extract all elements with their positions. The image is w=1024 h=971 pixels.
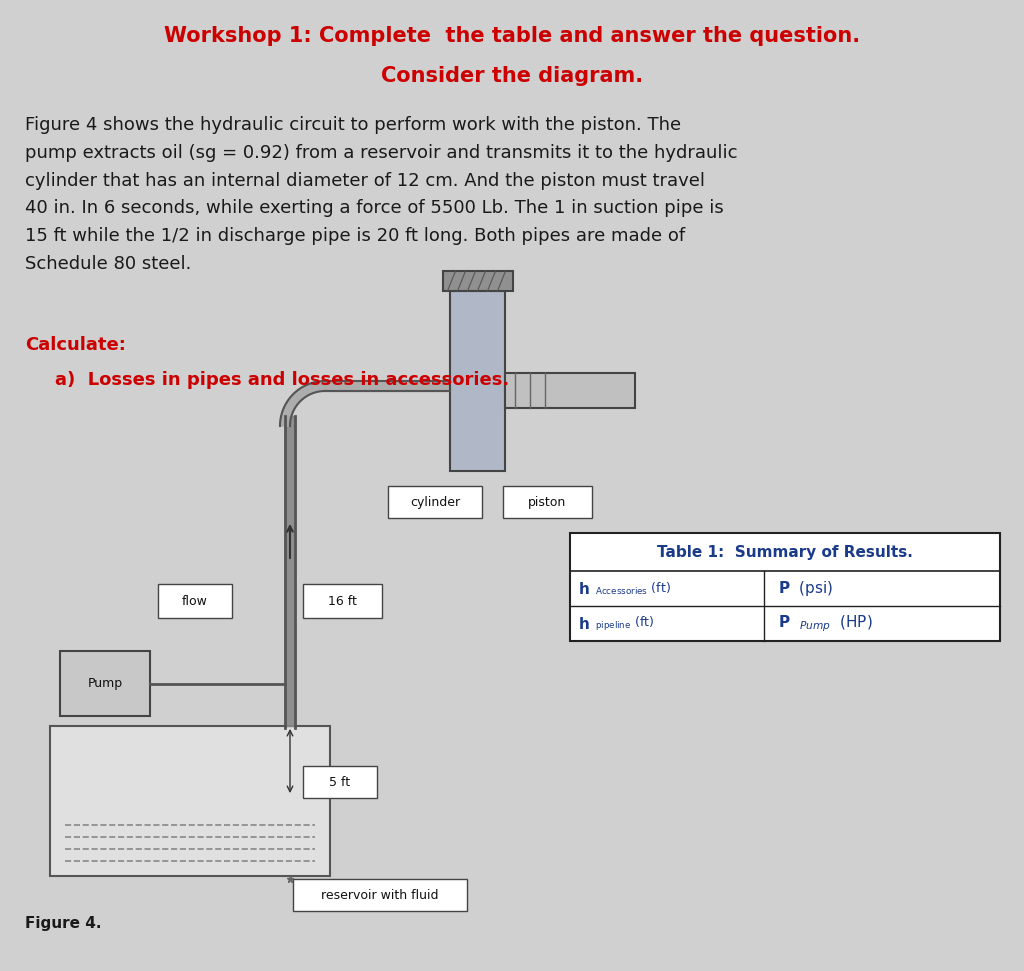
Text: Pump: Pump xyxy=(87,677,123,690)
Text: cylinder: cylinder xyxy=(410,495,460,509)
Text: a)  Losses in pipes and losses in accessories.: a) Losses in pipes and losses in accesso… xyxy=(55,371,509,389)
Text: $_{\rm Accessories}$ (ft): $_{\rm Accessories}$ (ft) xyxy=(595,581,671,596)
Bar xyxy=(442,271,512,291)
Bar xyxy=(450,291,505,471)
Bar xyxy=(570,533,1000,641)
Polygon shape xyxy=(280,381,325,426)
FancyBboxPatch shape xyxy=(293,879,467,911)
FancyBboxPatch shape xyxy=(303,766,377,798)
Text: $\mathbf{P}$  (psi): $\mathbf{P}$ (psi) xyxy=(778,579,834,598)
Text: Figure 4.: Figure 4. xyxy=(25,916,101,931)
Bar xyxy=(50,726,330,876)
Text: 5 ft: 5 ft xyxy=(330,776,350,788)
FancyBboxPatch shape xyxy=(503,486,592,518)
Text: reservoir with fluid: reservoir with fluid xyxy=(322,888,438,901)
Bar xyxy=(505,373,635,408)
Text: Figure 4 shows the hydraulic circuit to perform work with the piston. The
pump e: Figure 4 shows the hydraulic circuit to … xyxy=(25,116,737,273)
Text: piston: piston xyxy=(528,495,566,509)
FancyBboxPatch shape xyxy=(158,584,232,618)
Text: Workshop 1: Complete  the table and answer the question.: Workshop 1: Complete the table and answe… xyxy=(164,26,860,46)
Text: Table 1:  Summary of Results.: Table 1: Summary of Results. xyxy=(657,545,913,559)
Text: $\mathbf{h}$: $\mathbf{h}$ xyxy=(578,581,590,596)
Text: flow: flow xyxy=(182,594,208,608)
FancyBboxPatch shape xyxy=(303,584,382,618)
Text: $\mathbf{P}$  $_{Pump}$  (HP): $\mathbf{P}$ $_{Pump}$ (HP) xyxy=(778,614,873,634)
Text: $\mathbf{h}$: $\mathbf{h}$ xyxy=(578,616,590,631)
FancyBboxPatch shape xyxy=(388,486,482,518)
Bar xyxy=(60,651,150,716)
Text: 16 ft: 16 ft xyxy=(328,594,356,608)
Text: Calculate:: Calculate: xyxy=(25,336,126,354)
Text: $_{\rm pipeline}$ (ft): $_{\rm pipeline}$ (ft) xyxy=(595,615,654,632)
Text: Consider the diagram.: Consider the diagram. xyxy=(381,66,643,86)
